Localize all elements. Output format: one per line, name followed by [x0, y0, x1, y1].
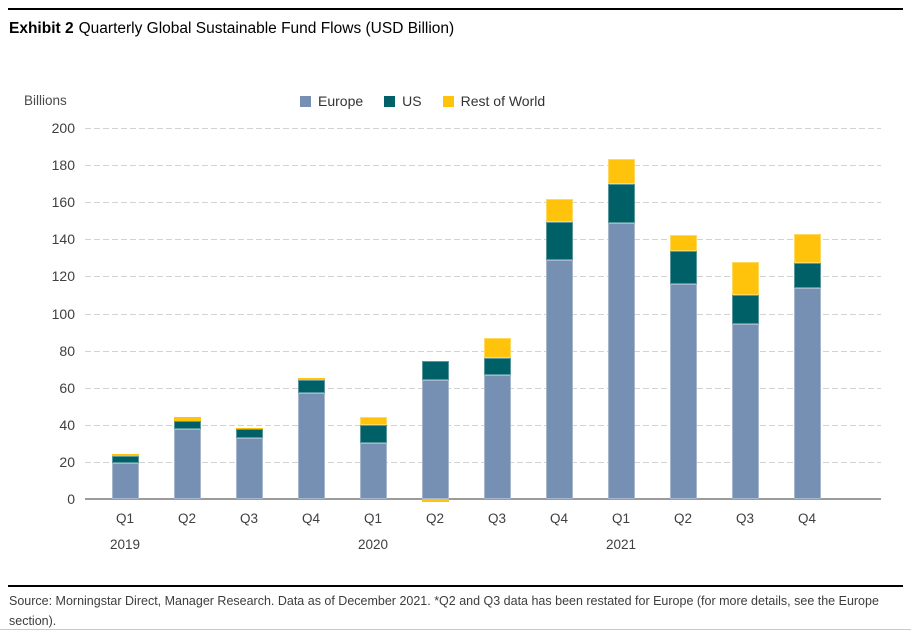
footer-rule [8, 585, 903, 587]
bar-segment-us-q4-2021 [793, 263, 821, 289]
bar-segment-us-q4-2019 [297, 380, 325, 394]
bar-segment-rest-of-world-q2-2019 [173, 417, 201, 422]
y-tick-label-180: 180 [51, 157, 75, 174]
legend-label-rest-of-world: Rest of World [460, 93, 546, 109]
y-tick-label-200: 200 [51, 120, 75, 136]
x-tick-label-q3-2020: Q3 [487, 511, 506, 526]
exhibit-label: Exhibit 2 [9, 20, 74, 37]
bar-segment-us-q1-2020 [359, 424, 387, 444]
bar-segment-europe-q2-2019 [173, 429, 201, 499]
bar-segment-us-q3-2020 [483, 358, 511, 375]
bar-segment-rest-of-world-q2-2021 [669, 234, 697, 252]
gridline-60 [85, 387, 881, 389]
y-tick-label-120: 120 [51, 268, 75, 285]
legend-item-us: US [384, 93, 422, 109]
bar-segment-europe-q3-2021 [731, 323, 759, 499]
bar-segment-europe-q2-2020 [421, 380, 449, 499]
bar-segment-europe-q4-2020 [545, 259, 573, 499]
source-note: Source: Morningstar Direct, Manager Rese… [9, 594, 879, 628]
bar-segment-rest-of-world-q3-2020 [483, 337, 511, 359]
page-title: Exhibit 2 Quarterly Global Sustainable Fu… [9, 20, 454, 38]
gridline-140 [85, 239, 881, 241]
y-tick-label-60: 60 [59, 379, 75, 396]
bar-segment-rest-of-world-q1-2019 [111, 453, 139, 457]
x-year-label-2021: 2021 [605, 537, 637, 552]
y-axis-title: Billions [24, 93, 67, 108]
bar-segment-europe-q1-2020 [359, 443, 387, 499]
bar-segment-us-q1-2021 [607, 183, 635, 223]
x-axis-line [85, 498, 881, 500]
legend-swatch-europe [300, 95, 311, 107]
gridline-100 [85, 313, 881, 315]
bar-segment-us-q2-2021 [669, 251, 697, 284]
bar-segment-europe-q4-2021 [793, 288, 821, 499]
x-tick-label-q4-2021: Q4 [797, 511, 816, 526]
bar-segment-us-q3-2021 [731, 294, 759, 324]
bar-segment-us-q3-2019 [235, 428, 263, 438]
x-tick-label-q4-2020: Q4 [549, 511, 568, 526]
y-tick-label-80: 80 [59, 342, 75, 359]
bar-segment-rest-of-world-q1-2020 [359, 417, 387, 425]
top-rule [8, 8, 903, 10]
x-tick-label-q2-2020: Q2 [425, 511, 444, 526]
x-tick-label-q1-2020: Q1 [363, 511, 382, 526]
x-year-label-2020: 2020 [357, 537, 389, 552]
bar-segment-rest-of-world-q3-2021 [731, 261, 759, 295]
x-tick-label-q1-2021: Q1 [611, 511, 630, 526]
gridline-40 [85, 424, 881, 426]
bar-segment-europe-q3-2020 [483, 374, 511, 499]
x-tick-label-q3-2019: Q3 [239, 511, 258, 526]
bar-segment-us-q1-2019 [111, 456, 139, 463]
bar-segment-rest-of-world-q4-2020 [545, 198, 573, 222]
legend-swatch-rest-of-world [442, 95, 454, 107]
legend-swatch-us [384, 95, 396, 107]
y-tick-label-160: 160 [51, 194, 75, 211]
bar-segment-europe-q1-2021 [607, 222, 635, 499]
y-tick-label-140: 140 [51, 231, 75, 248]
bar-segment-rest-of-world-q4-2021 [793, 233, 821, 264]
gridline-80 [85, 350, 881, 352]
bar-segment-rest-of-world-q1-2021 [607, 158, 635, 184]
x-tick-label-q1-2019: Q1 [115, 511, 134, 526]
gridline-160 [85, 202, 881, 204]
bar-segment-us-q2-2019 [173, 421, 201, 430]
gridline-200 [85, 128, 881, 129]
legend-label-us: US [402, 93, 422, 109]
legend-label-europe: Europe [318, 93, 364, 109]
bar-segment-europe-q1-2019 [111, 462, 139, 499]
plot-area [85, 128, 881, 502]
y-tick-label-20: 20 [59, 453, 75, 470]
x-tick-label-q2-2019: Q2 [177, 511, 196, 526]
gridline-120 [85, 276, 881, 278]
y-tick-label-0: 0 [67, 491, 75, 507]
legend-item-rest-of-world: Rest of World [442, 93, 546, 109]
gridline-20 [85, 461, 881, 463]
exhibit-title-text: Quarterly Global Sustainable Fund Flows … [78, 20, 455, 37]
bar-segment-europe-q2-2021 [669, 283, 697, 499]
y-tick-label-40: 40 [59, 416, 75, 433]
legend-item-europe: Europe [300, 93, 363, 109]
bar-segment-us-q4-2020 [545, 221, 573, 260]
bar-segment-us-q2-2020 [421, 360, 449, 381]
legend: Europe US Rest of World [300, 93, 545, 109]
x-year-label-2019: 2019 [109, 537, 141, 552]
x-tick-label-q4-2019: Q4 [301, 511, 320, 526]
gridline-180 [85, 165, 881, 167]
bar-segment-rest-of-world-q4-2019 [297, 378, 325, 381]
bar-segment-rest-of-world-q3-2019 [235, 427, 263, 429]
y-tick-label-100: 100 [51, 305, 75, 322]
x-tick-label-q3-2021: Q3 [735, 511, 754, 526]
bar-segment-europe-q3-2019 [235, 437, 263, 499]
bar-segment-rest-of-world-q2-2020 [421, 499, 449, 502]
x-tick-label-q2-2021: Q2 [673, 511, 692, 526]
bar-segment-europe-q4-2019 [297, 393, 325, 499]
